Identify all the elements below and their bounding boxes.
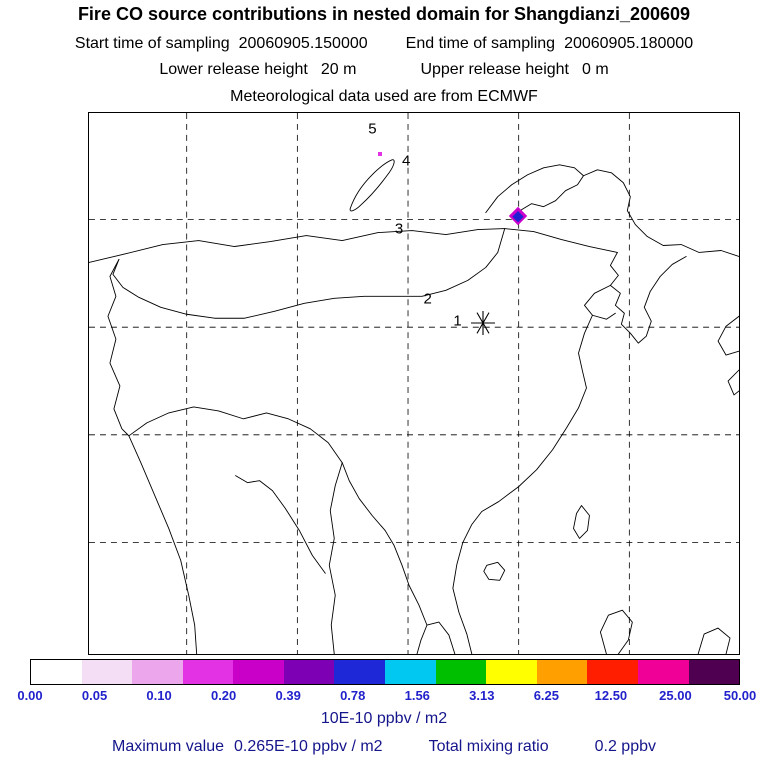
colorbar-cell [486, 660, 537, 684]
grid-lines [89, 113, 739, 654]
thailand-coast [384, 530, 428, 626]
upper-release-group: Upper release height 0 m [420, 61, 608, 79]
meteo-note: Meteorological data used are from ECMWF [0, 88, 768, 106]
end-time-value: 20060905.180000 [564, 35, 694, 52]
upper-release-value: 0 m [582, 61, 609, 78]
colorbar [30, 659, 740, 685]
japan-coast-1 [717, 315, 739, 356]
colorbar-tick-label: 12.50 [594, 688, 628, 703]
max-value-group: Maximum value 0.265E-10 ppbv / m2 [112, 738, 383, 756]
start-time-group: Start time of sampling 20060905.150000 [75, 35, 368, 53]
colorbar-cell [31, 660, 82, 684]
myanmar-coast [341, 462, 386, 531]
mongolia-south-border [112, 228, 506, 319]
bengal-east-coast [328, 462, 343, 654]
colorbar-tick-label: 1.56 [404, 688, 430, 703]
china-east-coast [452, 314, 593, 654]
island-br-1 [599, 609, 633, 654]
colorbar-cell [637, 660, 689, 684]
trajectory-hour-label: 2 [423, 290, 432, 308]
lower-release-label: Lower release height [159, 61, 308, 78]
colorbar-tick-label: 6.25 [533, 688, 560, 703]
nechina-korea-coast [609, 252, 687, 344]
colorbar-tick-label: 0.05 [81, 688, 108, 703]
map-svg [89, 113, 739, 654]
meteo-note-text: Meteorological data used are from ECMWF [230, 88, 538, 105]
trajectory-hour-label: 3 [394, 220, 404, 238]
island-br-2 [697, 627, 731, 654]
station-asterisk-marker [470, 310, 496, 336]
gulf-of-thailand [416, 621, 456, 654]
ratio-value: 0.2 ppbv [594, 738, 656, 755]
hainan-island [483, 561, 506, 581]
ratio-label: Total mixing ratio [428, 738, 549, 755]
trajectory-hour-label: 4 [402, 152, 411, 170]
release-heights-row: Lower release height 20 m Upper release … [0, 61, 768, 79]
lower-release-group: Lower release height 20 m [159, 61, 356, 79]
colorbar-tick-label: 50.00 [723, 688, 757, 703]
start-time-value: 20060905.150000 [238, 35, 368, 52]
colorbar-labels: 0.00 0.05 0.10 0.20 0.39 0.78 1.56 3.13 6.25 12.5… [17, 688, 756, 704]
colorbar-cell [132, 660, 183, 684]
footer-stats: Maximum value 0.265E-10 ppbv / m2 Total … [0, 738, 768, 756]
india-east-coast [128, 435, 198, 654]
colorbar-cell [182, 660, 234, 684]
colorbar-cell [81, 660, 133, 684]
max-value-label: Maximum value [111, 738, 225, 755]
small-plume-dot [378, 152, 383, 157]
colorbar-cell [688, 660, 740, 684]
colorbar-cell [385, 660, 436, 684]
colorbar-tick-label: 25.00 [659, 688, 692, 703]
taiwan-island [573, 505, 590, 539]
colorbar-tick-label: 0.39 [275, 688, 301, 703]
japan-coast-2 [727, 369, 739, 396]
page-title: Fire CO source contributions in nested d… [77, 4, 691, 24]
bohai-shandong [584, 284, 616, 320]
colorbar-tick-label: 0.00 [17, 688, 43, 703]
map-panel: 1 2 3 4 5 [88, 112, 740, 655]
lake-baikal [349, 159, 395, 212]
okhotsk-coast [583, 169, 739, 257]
colorbar-cell [435, 660, 487, 684]
marker-layer: 1 2 3 4 5 [89, 113, 739, 654]
upper-release-label: Upper release height [420, 61, 569, 78]
trajectory-hour-label: 1 [453, 312, 462, 330]
start-time-label: Start time of sampling [74, 35, 230, 52]
colorbar-cell [283, 660, 335, 684]
lower-release-value: 20 m [320, 61, 357, 78]
colorbar-tick-label: 0.20 [210, 688, 237, 703]
end-time-group: End time of sampling 20060905.180000 [406, 35, 693, 53]
colorbar-cell [536, 660, 588, 684]
colorbar-cell [587, 660, 638, 684]
himalaya-border [128, 406, 343, 464]
plume-marker [508, 206, 528, 225]
colorbar-units: 10E-10 ppbv / m2 [320, 710, 448, 727]
border-north [89, 228, 618, 263]
west-border [107, 259, 130, 437]
plume-core [512, 210, 524, 222]
colorbar-tick-label: 0.78 [340, 688, 366, 703]
colorbar-cell [233, 660, 284, 684]
max-value: 0.265E-10 ppbv / m2 [234, 738, 383, 755]
end-time-label: End time of sampling [405, 35, 556, 52]
coastline-borders [89, 159, 739, 654]
colorbar-tick-label: 3.13 [469, 688, 495, 703]
ganges-delta [235, 475, 326, 574]
colorbar-tick-label: 0.10 [146, 688, 172, 703]
sampling-times-row: Start time of sampling 20060905.150000 E… [0, 35, 768, 53]
trajectory-hour-label: 5 [368, 120, 377, 138]
colorbar-cell [334, 660, 386, 684]
